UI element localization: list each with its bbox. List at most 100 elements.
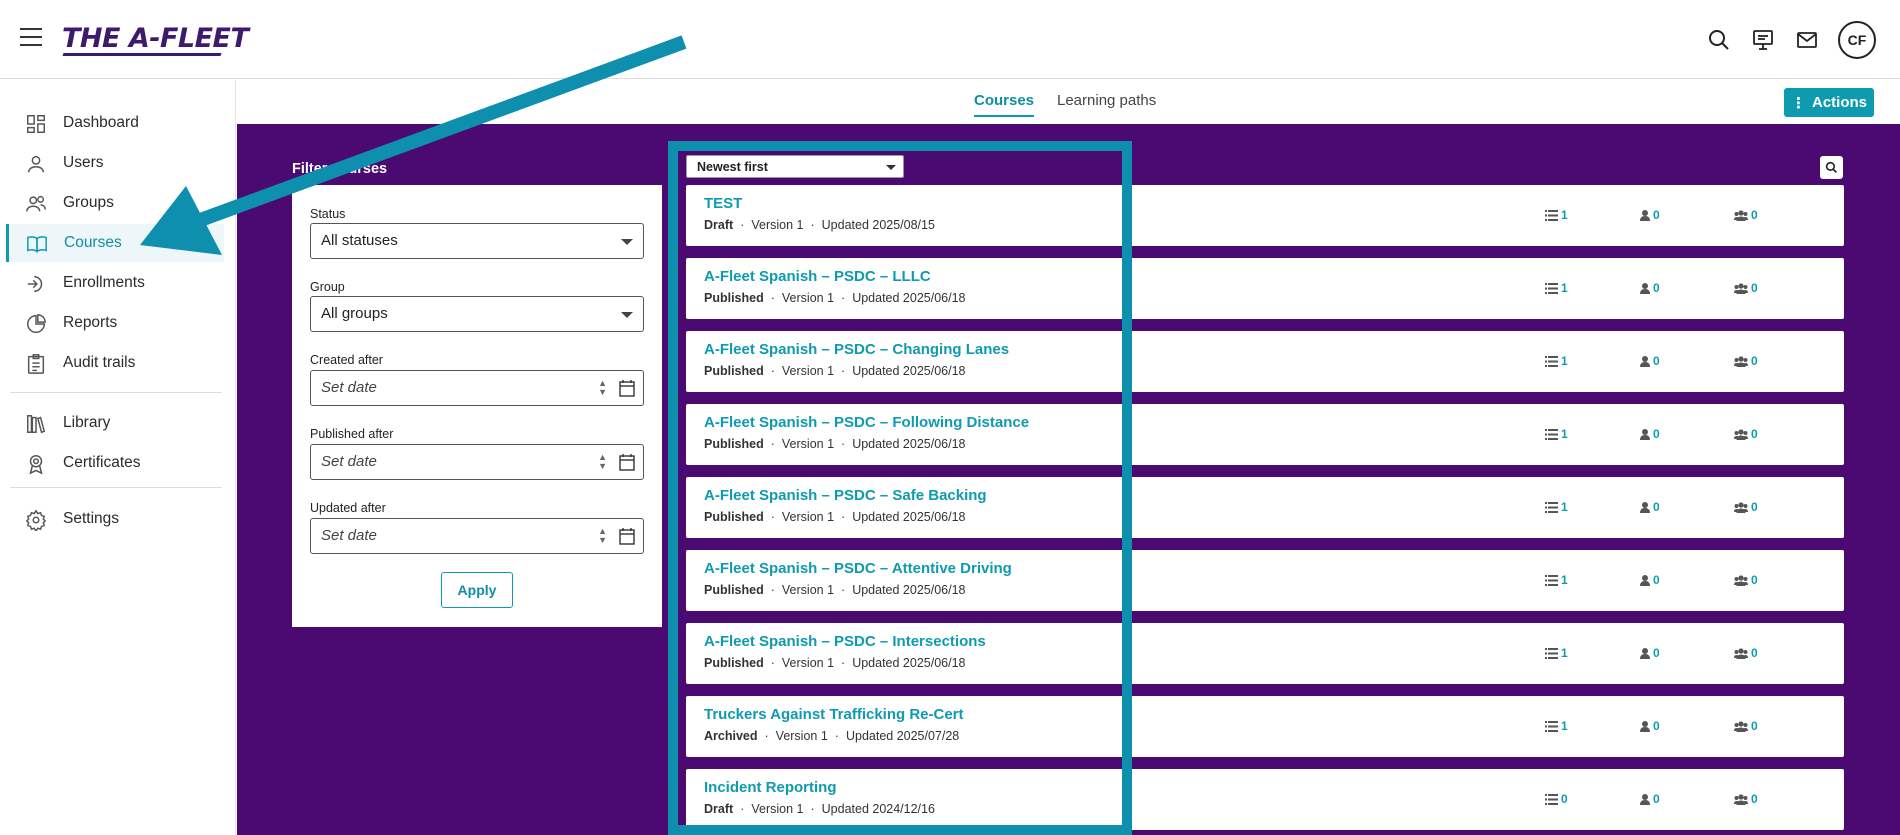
groups-icon — [1734, 501, 1748, 513]
list-icon — [1545, 428, 1558, 440]
enroll-icon — [27, 275, 43, 293]
tab-courses[interactable]: Courses — [974, 92, 1035, 117]
apply-button[interactable]: Apply — [441, 572, 513, 608]
lesson-count-value: 1 — [1561, 281, 1568, 295]
course-title[interactable]: Incident Reporting — [704, 779, 837, 796]
course-title[interactable]: Truckers Against Trafficking Re-Cert — [704, 706, 964, 723]
course-meta: Published · Version 1 · Updated 2025/06/18 — [704, 656, 966, 670]
course-updated: Updated 2025/06/18 — [852, 364, 966, 378]
sidebar-item-certificates[interactable]: Certificates — [8, 444, 226, 482]
course-row[interactable]: A-Fleet Spanish – PSDC – Attentive Drivi… — [686, 550, 1844, 611]
groups-icon — [1734, 355, 1748, 367]
course-title[interactable]: A-Fleet Spanish – PSDC – Changing Lanes — [704, 341, 1010, 358]
status-label: Status — [310, 207, 346, 221]
course-row[interactable]: Incident Reporting Draft · Version 1 · Update… — [686, 769, 1844, 830]
sidebar-item-groups[interactable]: Groups — [8, 184, 226, 222]
list-icon — [1545, 720, 1558, 732]
course-meta: Draft · Version 1 · Updated 2025/08/15 — [704, 218, 935, 232]
tab-learning-paths[interactable]: Learning paths — [1057, 92, 1157, 109]
group-count: 0 — [1734, 646, 1758, 660]
created-after-input[interactable]: Set date ▲ ▼ — [310, 370, 644, 406]
sidebar-item-reports[interactable]: Reports — [8, 304, 226, 342]
calendar-icon[interactable] — [619, 527, 635, 545]
sidebar-divider — [10, 392, 222, 393]
sidebar-item-settings[interactable]: Settings — [8, 500, 226, 538]
separator-dot: · — [770, 364, 775, 378]
user-count-value: 0 — [1653, 646, 1660, 660]
course-row[interactable]: A-Fleet Spanish – PSDC – Following Dista… — [686, 404, 1844, 465]
lesson-count: 1 — [1545, 719, 1568, 733]
user-icon — [1640, 647, 1650, 659]
course-title[interactable]: A-Fleet Spanish – PSDC – Following Dista… — [704, 414, 1030, 431]
groups-icon — [1734, 574, 1748, 586]
group-count-value: 0 — [1751, 500, 1758, 514]
course-title[interactable]: A-Fleet Spanish – PSDC – LLLC — [704, 268, 931, 285]
sidebar-item-dashboard[interactable]: Dashboard — [8, 104, 226, 142]
sidebar-item-library[interactable]: Library — [8, 404, 226, 442]
sort-select[interactable]: Newest first — [686, 155, 904, 178]
user-count-value: 0 — [1653, 719, 1660, 733]
group-select[interactable]: All groups — [310, 296, 644, 332]
sidebar-item-label: Groups — [63, 194, 114, 211]
course-version: Version 1 — [781, 291, 835, 305]
actions-button[interactable]: ⋮ Actions — [1784, 88, 1874, 117]
course-updated: Updated 2025/08/15 — [821, 218, 935, 232]
sidebar-item-courses[interactable]: Courses — [6, 224, 224, 262]
spinner-icon: ▲ ▼ — [598, 452, 607, 471]
course-status: Draft — [704, 802, 734, 816]
search-icon[interactable] — [1707, 28, 1731, 52]
avatar[interactable]: CF — [1838, 21, 1876, 59]
course-title[interactable]: A-Fleet Spanish – PSDC – Attentive Drivi… — [704, 560, 1012, 577]
user-count: 0 — [1640, 792, 1660, 806]
status-select[interactable]: All statuses — [310, 223, 644, 259]
calendar-icon[interactable] — [619, 453, 635, 471]
chevron-down-icon — [621, 312, 633, 318]
course-updated: Updated 2025/06/18 — [852, 291, 966, 305]
course-title[interactable]: A-Fleet Spanish – PSDC – Intersections — [704, 633, 986, 650]
list-icon — [1545, 355, 1558, 367]
course-meta: Published · Version 1 · Updated 2025/06/18 — [704, 583, 966, 597]
menu-icon[interactable] — [20, 28, 42, 48]
app-logo[interactable]: THE A-FLEET — [62, 23, 249, 54]
course-status: Draft — [704, 218, 734, 232]
updated-after-input[interactable]: Set date ▲ ▼ — [310, 518, 644, 554]
course-row[interactable]: A-Fleet Spanish – PSDC – Intersections Pu… — [686, 623, 1844, 684]
user-count: 0 — [1640, 500, 1660, 514]
published-after-input[interactable]: Set date ▲ ▼ — [310, 444, 644, 480]
lesson-count-value: 1 — [1561, 646, 1568, 660]
course-title[interactable]: A-Fleet Spanish – PSDC – Safe Backing — [704, 487, 987, 504]
separator-dot: · — [770, 510, 775, 524]
course-updated: Updated 2025/06/18 — [852, 437, 966, 451]
course-version: Version 1 — [751, 218, 804, 232]
course-row[interactable]: TEST Draft · Version 1 · Updated 2025/08/15 1 0… — [686, 185, 1844, 246]
sidebar-item-label: Reports — [63, 314, 118, 331]
separator-dot: · — [764, 729, 769, 743]
course-title[interactable]: TEST — [704, 195, 743, 212]
course-meta: Published · Version 1 · Updated 2025/06/18 — [704, 510, 966, 524]
calendar-icon[interactable] — [619, 379, 635, 397]
presentation-icon[interactable] — [1751, 28, 1775, 52]
lesson-count: 1 — [1545, 500, 1568, 514]
sidebar-item-audit-trails[interactable]: Audit trails — [8, 344, 226, 382]
lesson-count: 0 — [1545, 792, 1568, 806]
sidebar-item-users[interactable]: Users — [8, 144, 226, 182]
course-updated: Updated 2025/07/28 — [845, 729, 960, 743]
filter-panel: Status All statuses Group All groups Cre… — [292, 185, 662, 627]
list-icon — [1545, 282, 1558, 294]
course-row[interactable]: A-Fleet Spanish – PSDC – LLLC Published · V… — [686, 258, 1844, 319]
groups-icon — [1734, 282, 1748, 294]
course-row[interactable]: A-Fleet Spanish – PSDC – Changing Lanes P… — [686, 331, 1844, 392]
course-search-button[interactable] — [1820, 156, 1843, 179]
course-row[interactable]: A-Fleet Spanish – PSDC – Safe Backing Pub… — [686, 477, 1844, 538]
sidebar-item-enrollments[interactable]: Enrollments — [8, 264, 226, 302]
mail-icon[interactable] — [1795, 28, 1819, 52]
course-version: Version 1 — [781, 437, 835, 451]
separator-dot: · — [841, 510, 846, 524]
course-row[interactable]: Truckers Against Trafficking Re-Cert Arch… — [686, 696, 1844, 757]
sidebar-item-label: Settings — [63, 510, 120, 527]
separator-dot: · — [834, 729, 839, 743]
list-icon — [1545, 209, 1558, 221]
lesson-count-value: 1 — [1561, 573, 1568, 587]
group-count: 0 — [1734, 208, 1758, 222]
group-count-value: 0 — [1751, 427, 1758, 441]
